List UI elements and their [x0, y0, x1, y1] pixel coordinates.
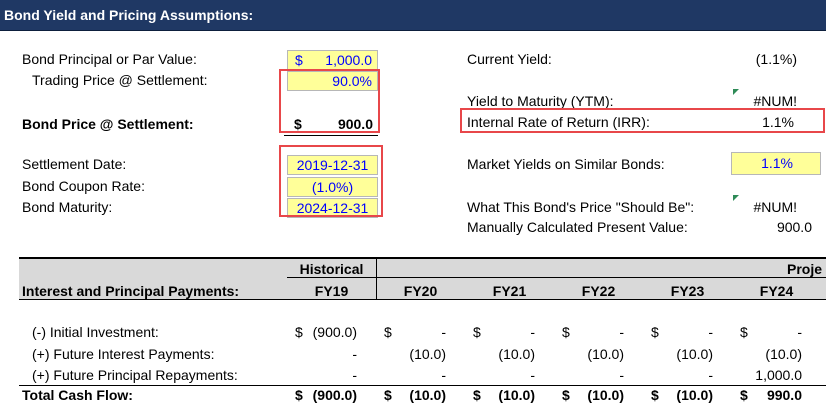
table-cell[interactable]: (10.0) [676, 346, 713, 362]
total-currency: $ [473, 387, 481, 403]
total-cell[interactable]: (900.0) [312, 387, 357, 403]
table-cell[interactable]: (10.0) [409, 346, 446, 362]
table-section-label[interactable]: Interest and Principal Payments: [22, 283, 240, 299]
should-be-value[interactable]: #NUM! [753, 199, 797, 215]
row-label[interactable]: (-) Initial Investment: [32, 324, 159, 340]
row-label[interactable]: (+) Future Interest Payments: [32, 346, 215, 362]
comment-indicator-icon [733, 195, 739, 201]
highlight-box-irr [460, 108, 825, 133]
settlement-date-label[interactable]: Settlement Date: [22, 156, 127, 172]
bond-price-underline [284, 135, 378, 136]
table-cell[interactable]: (900.0) [312, 324, 357, 340]
table-top-rule [19, 257, 826, 259]
bond-price-value[interactable]: 900.0 [337, 116, 373, 132]
par-value-cell[interactable]: $ 1,000.0 [287, 50, 378, 70]
cell-currency: $ [562, 324, 570, 340]
table-header-band [19, 257, 826, 299]
total-cell[interactable]: (10.0) [409, 387, 446, 403]
total-top-rule [19, 385, 826, 386]
table-cell[interactable]: - [530, 367, 535, 383]
trading-price-label[interactable]: Trading Price @ Settlement: [32, 72, 208, 88]
table-cell[interactable]: 1,000.0 [755, 367, 802, 383]
table-cell[interactable]: (10.0) [587, 346, 624, 362]
highlight-box-dates [279, 145, 383, 217]
total-currency: $ [740, 387, 748, 403]
par-label[interactable]: Bond Principal or Par Value: [22, 51, 197, 67]
coupon-rate-cell[interactable]: (1.0%) [287, 177, 378, 197]
total-currency: $ [651, 387, 659, 403]
year-header-fy24[interactable]: FY24 [759, 283, 794, 299]
irr-value[interactable]: 1.1% [762, 114, 794, 130]
maturity-cell[interactable]: 2024-12-31 [287, 198, 378, 218]
historical-label[interactable]: Historical [299, 261, 364, 277]
table-cell[interactable]: - [797, 324, 802, 340]
cell-currency: $ [473, 324, 481, 340]
year-header-fy23[interactable]: FY23 [670, 283, 705, 299]
table-header-bottom-rule [19, 299, 826, 300]
ytm-value[interactable]: #NUM! [753, 93, 797, 109]
year-header-fy21[interactable]: FY21 [492, 283, 527, 299]
pv-label[interactable]: Manually Calculated Present Value: [467, 219, 688, 235]
table-cell[interactable]: - [352, 367, 357, 383]
current-yield-label[interactable]: Current Yield: [467, 51, 552, 67]
current-yield-value[interactable]: (1.1%) [755, 51, 797, 67]
total-cell[interactable]: 990.0 [766, 387, 802, 403]
cell-currency: $ [295, 324, 303, 340]
should-be-label[interactable]: What This Bond's Price "Should Be": [467, 199, 695, 215]
table-cell[interactable]: - [708, 367, 713, 383]
highlight-box-price [279, 69, 380, 133]
projected-label[interactable]: Proje [787, 261, 823, 277]
table-cell[interactable]: - [708, 324, 713, 340]
settlement-date-cell[interactable]: 2019-12-31 [287, 155, 378, 175]
cell-currency: $ [651, 324, 659, 340]
par-value: 1,000.0 [325, 52, 372, 68]
table-cell[interactable]: - [352, 346, 357, 362]
total-currency: $ [562, 387, 570, 403]
pv-value[interactable]: 900.0 [776, 219, 812, 235]
table-cell[interactable]: - [619, 324, 624, 340]
section-title[interactable]: Bond Yield and Pricing Assumptions: [4, 7, 254, 23]
comment-indicator-icon [733, 89, 739, 95]
table-cell[interactable]: (10.0) [498, 346, 535, 362]
market-yield-label[interactable]: Market Yields on Similar Bonds: [467, 156, 665, 172]
historical-projected-divider [376, 258, 377, 299]
year-header-fy19[interactable]: FY19 [314, 283, 349, 299]
table-cell[interactable]: (10.0) [765, 346, 802, 362]
total-currency: $ [295, 387, 303, 403]
total-cell[interactable]: (10.0) [587, 387, 624, 403]
cell-currency: $ [740, 324, 748, 340]
table-cell[interactable]: - [530, 324, 535, 340]
par-currency: $ [295, 52, 303, 68]
total-cell[interactable]: (10.0) [676, 387, 713, 403]
bond-price-label[interactable]: Bond Price @ Settlement: [22, 116, 194, 132]
coupon-rate-label[interactable]: Bond Coupon Rate: [22, 178, 145, 194]
year-header-fy20[interactable]: FY20 [403, 283, 438, 299]
year-header-fy22[interactable]: FY22 [581, 283, 616, 299]
ytm-label[interactable]: Yield to Maturity (YTM): [467, 93, 614, 109]
cell-currency: $ [384, 324, 392, 340]
maturity-label[interactable]: Bond Maturity: [22, 199, 113, 215]
table-header-mid-rule [287, 277, 826, 278]
bond-price-currency: $ [294, 116, 302, 132]
total-cell[interactable]: (10.0) [498, 387, 535, 403]
total-currency: $ [384, 387, 392, 403]
row-label[interactable]: (+) Future Principal Repayments: [32, 367, 238, 383]
trading-price-cell[interactable]: 90.0% [287, 71, 378, 91]
table-cell[interactable]: - [619, 367, 624, 383]
section-header: Bond Yield and Pricing Assumptions: [0, 0, 826, 31]
market-yield-cell[interactable]: 1.1% [731, 152, 821, 175]
table-cell[interactable]: - [441, 367, 446, 383]
total-label[interactable]: Total Cash Flow: [22, 387, 133, 403]
irr-label[interactable]: Internal Rate of Return (IRR): [467, 114, 650, 130]
table-cell[interactable]: - [441, 324, 446, 340]
